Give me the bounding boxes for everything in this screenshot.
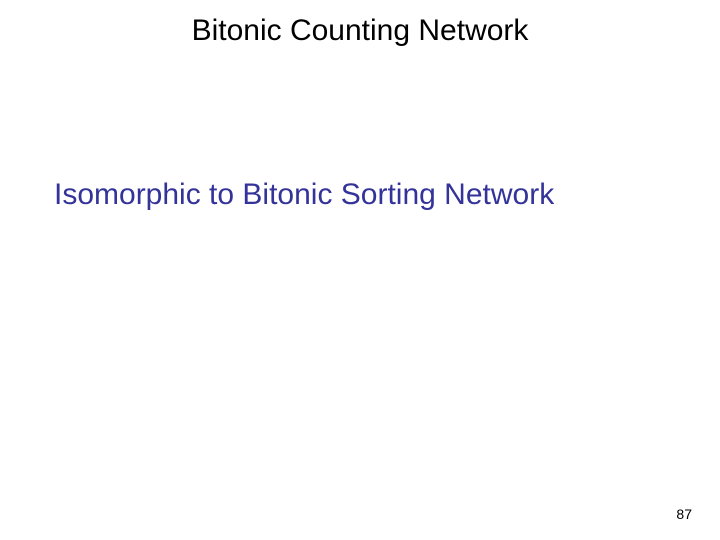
page-number: 87 xyxy=(676,506,692,522)
slide: Bitonic Counting Network Isomorphic to B… xyxy=(0,0,720,540)
slide-body-text: Isomorphic to Bitonic Sorting Network xyxy=(54,178,554,212)
slide-title: Bitonic Counting Network xyxy=(0,14,720,48)
